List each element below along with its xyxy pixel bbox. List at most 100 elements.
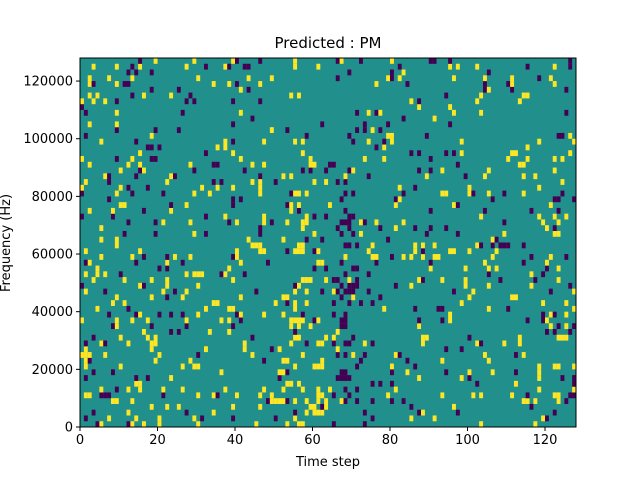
heatmap-cell-low — [366, 271, 371, 278]
heatmap-cell-low — [506, 305, 511, 312]
heatmap-cell-high — [448, 311, 453, 318]
heatmap-cell-high — [374, 219, 379, 226]
heatmap-cell-low — [343, 340, 348, 347]
heatmap-cell-high — [541, 300, 546, 306]
heatmap-cell-high — [444, 190, 449, 197]
heatmap-cell-high — [211, 392, 216, 399]
plot-area — [79, 57, 577, 428]
heatmap-cell-low — [126, 305, 131, 312]
heatmap-cell-low — [165, 294, 170, 301]
heatmap-cell-low — [180, 311, 185, 318]
heatmap-cell-high — [289, 202, 294, 208]
heatmap-cell-low — [80, 282, 84, 289]
heatmap-cell-low — [362, 421, 367, 428]
heatmap-cell-high — [424, 334, 429, 341]
heatmap-cell-high — [114, 398, 119, 404]
heatmap-cell-low — [335, 277, 340, 283]
heatmap-cell-low — [370, 340, 375, 347]
heatmap-cell-low — [343, 288, 348, 295]
heatmap-cell-high — [486, 265, 491, 272]
heatmap-cell-high — [397, 75, 402, 82]
heatmap-cell-high — [95, 271, 100, 278]
heatmap-cell-low — [432, 58, 437, 64]
heatmap-cell-high — [335, 346, 340, 353]
heatmap-cell-high — [397, 184, 402, 191]
heatmap-cell-low — [343, 398, 348, 404]
heatmap-cell-low — [149, 144, 154, 151]
heatmap-cell-low — [145, 184, 150, 191]
heatmap-cell-low — [312, 265, 317, 272]
heatmap-cell-high — [486, 282, 491, 289]
heatmap-cell-low — [444, 92, 449, 99]
heatmap-cell-low — [339, 282, 344, 289]
heatmap-cell-high — [83, 346, 88, 353]
heatmap-cell-low — [138, 58, 143, 64]
heatmap-cell-low — [370, 415, 375, 422]
heatmap-cell-high — [564, 213, 569, 220]
heatmap-cell-high — [293, 415, 298, 422]
heatmap-cell-high — [293, 305, 298, 312]
heatmap-cell-high — [572, 305, 577, 312]
heatmap-cell-high — [169, 375, 174, 381]
heatmap-cell-high — [552, 363, 557, 370]
x-tick-label: 40 — [227, 433, 244, 448]
heatmap-cell-high — [300, 421, 305, 428]
heatmap-cell-low — [235, 311, 239, 318]
heatmap-cell-high — [281, 357, 286, 364]
heatmap-cell-high — [510, 392, 515, 399]
heatmap-cell-low — [421, 277, 425, 283]
heatmap-cell-high — [440, 392, 445, 399]
heatmap-cell-low — [428, 259, 433, 266]
heatmap-cell-low — [560, 190, 565, 197]
heatmap-cell-high — [316, 248, 321, 255]
heatmap-cell-low — [176, 86, 181, 93]
heatmap-cell-high — [510, 150, 515, 157]
heatmap-cell-high — [452, 202, 456, 208]
heatmap-cell-high — [165, 403, 170, 410]
heatmap-cell-low — [335, 179, 340, 185]
heatmap-cell-low — [486, 271, 491, 278]
heatmap-cell-high — [242, 346, 247, 353]
heatmap-cell-low — [227, 63, 232, 70]
heatmap-cell-high — [359, 230, 363, 237]
heatmap-cell-high — [196, 363, 201, 370]
heatmap-cell-high — [324, 403, 329, 410]
heatmap-cell-high — [114, 317, 119, 324]
heatmap-cell-low — [134, 375, 139, 381]
heatmap-cell-high — [281, 398, 286, 404]
heatmap-cell-high — [107, 75, 112, 82]
heatmap-cell-high — [138, 311, 143, 318]
heatmap-cell-low — [448, 121, 453, 128]
heatmap-cell-high — [308, 156, 313, 162]
heatmap-cell-low — [231, 98, 236, 105]
heatmap-cell-low — [347, 69, 352, 76]
heatmap-cell-high — [153, 58, 158, 64]
heatmap-cell-low — [238, 317, 243, 324]
heatmap-cell-high — [308, 277, 313, 283]
heatmap-cell-high — [231, 277, 236, 283]
heatmap-cell-low — [343, 317, 348, 324]
heatmap-cell-high — [529, 271, 534, 278]
heatmap-cell-high — [297, 92, 301, 99]
heatmap-cell-high — [452, 403, 456, 410]
heatmap-cell-high — [114, 121, 119, 128]
heatmap-cell-high — [537, 363, 542, 370]
heatmap-cell-high — [235, 248, 239, 255]
heatmap-cell-high — [87, 75, 92, 82]
heatmap-cell-low — [351, 265, 356, 272]
heatmap-cell-high — [258, 184, 263, 191]
heatmap-cell-high — [293, 288, 298, 295]
heatmap-cell-low — [409, 150, 414, 157]
heatmap-cell-high — [328, 386, 332, 393]
heatmap-cell-high — [91, 63, 96, 70]
heatmap-cell-high — [157, 352, 162, 358]
heatmap-cell-high — [277, 369, 282, 376]
heatmap-cell-high — [169, 207, 174, 214]
heatmap-cell-high — [269, 127, 274, 134]
heatmap-cell-high — [378, 109, 383, 116]
heatmap-cell-high — [223, 63, 228, 70]
heatmap-cell-low — [510, 86, 515, 93]
heatmap-cell-low — [428, 58, 433, 64]
heatmap-cell-high — [231, 58, 236, 64]
heatmap-cell-low — [91, 409, 96, 416]
